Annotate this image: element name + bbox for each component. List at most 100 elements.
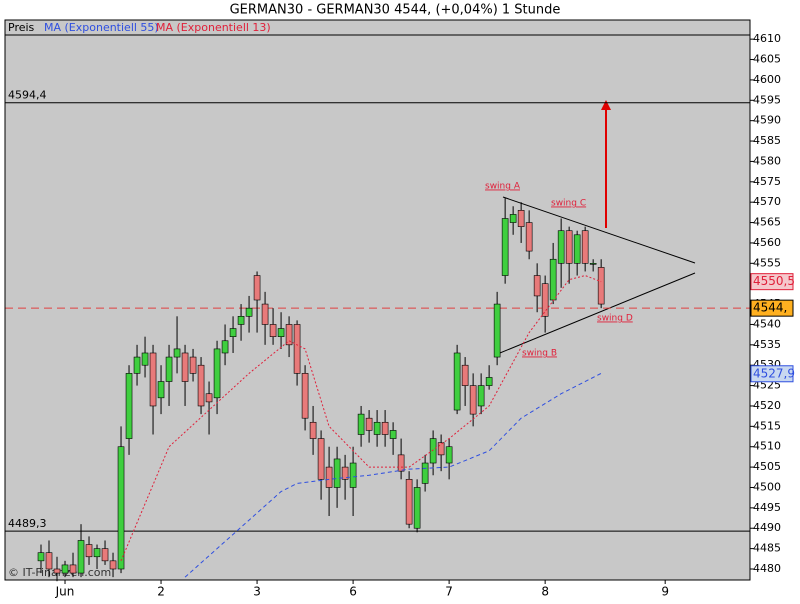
candle-body	[141, 352, 149, 366]
candle-body	[189, 356, 197, 374]
candle-body	[53, 568, 61, 574]
y-tick-label: 4565	[753, 216, 781, 229]
moving-average	[120, 275, 602, 562]
candle-body	[461, 364, 469, 386]
candle-body	[173, 348, 181, 358]
arrow-head	[601, 100, 611, 110]
candle-body	[525, 222, 533, 252]
level-label: 4489,3	[8, 517, 47, 530]
candle-body	[365, 417, 373, 431]
candle-body	[285, 324, 293, 346]
candle-body	[469, 385, 477, 415]
y-tick-label: 4490	[753, 521, 781, 534]
candle-body	[309, 421, 317, 439]
legend-entry: MA (Exponentiell 13)	[156, 21, 271, 34]
y-tick-label: 4585	[753, 134, 781, 147]
candle-body	[237, 316, 245, 325]
candle-body	[157, 381, 165, 399]
candle-body	[109, 560, 117, 570]
candle-body	[213, 348, 221, 399]
candle-body	[181, 352, 189, 382]
candle-body	[501, 218, 509, 276]
y-tick-label: 4580	[753, 154, 781, 167]
candle-body	[229, 328, 237, 337]
price-tag: 4527,9	[753, 366, 795, 380]
x-tick-label: 9	[661, 585, 669, 599]
candle-body	[541, 283, 549, 317]
chart-title: GERMAN30 - GERMAN30 4544, (+0,04%) 1 Stu…	[230, 3, 561, 18]
candle-body	[117, 446, 125, 570]
x-tick-label: 3	[253, 585, 261, 599]
legend-entry: Preis	[8, 21, 35, 34]
candle-body	[85, 544, 93, 558]
y-tick-label: 4595	[753, 93, 781, 106]
y-tick-label: 4510	[753, 440, 781, 453]
triangle-line	[494, 272, 696, 356]
price-tag: 4544,	[753, 301, 787, 315]
candle-body	[333, 458, 341, 488]
candle-body	[341, 466, 349, 480]
y-tick-label: 4590	[753, 114, 781, 127]
candle-body	[485, 377, 493, 386]
candle-body	[509, 214, 517, 223]
candle-body	[165, 356, 173, 382]
y-tick-label: 4560	[753, 236, 781, 249]
annotation: swing C	[551, 199, 586, 209]
price-tag: 4550,5	[753, 274, 795, 288]
candle-body	[557, 230, 565, 264]
candle-body	[493, 303, 501, 358]
candle-body	[293, 324, 301, 374]
price-tag-box	[750, 299, 794, 317]
x-tick-label: 7	[445, 585, 453, 599]
price-tag-box	[750, 365, 794, 383]
candle-body	[69, 564, 77, 574]
x-tick-label: 6	[349, 585, 357, 599]
candle-body	[133, 356, 141, 374]
candle-body	[325, 466, 333, 488]
y-tick-label: 4515	[753, 419, 781, 432]
candle-body	[597, 267, 605, 305]
candle-body	[101, 548, 109, 562]
candle-body	[149, 352, 157, 407]
candle-body	[589, 263, 597, 265]
y-tick-label: 4480	[753, 562, 781, 575]
candle-body	[413, 487, 421, 529]
legend-entry: MA (Exponentiell 55)	[44, 21, 159, 34]
candle-body	[453, 352, 461, 411]
y-tick-label: 4485	[753, 542, 781, 555]
candle-body	[37, 552, 45, 562]
annotation: swing D	[597, 314, 633, 324]
candle-body	[389, 430, 397, 439]
candle-body	[445, 446, 453, 464]
x-tick-label: 8	[541, 585, 549, 599]
y-tick-label: 4505	[753, 460, 781, 473]
y-tick-label: 4500	[753, 480, 781, 493]
candle-body	[205, 393, 213, 403]
candle-body	[245, 307, 253, 317]
candle-body	[549, 258, 557, 301]
x-tick-label: 2	[157, 585, 165, 599]
candle-body	[349, 462, 357, 488]
candle-body	[405, 479, 413, 525]
y-tick-label: 4520	[753, 399, 781, 412]
candle-body	[221, 340, 229, 354]
candle-body	[61, 564, 69, 574]
candle-body	[437, 442, 445, 456]
y-tick-label: 4570	[753, 195, 781, 208]
candle-body	[357, 413, 365, 435]
y-tick-label: 4575	[753, 175, 781, 188]
candle-body	[517, 210, 525, 227]
candle-body	[197, 364, 205, 407]
candle-body	[269, 324, 277, 337]
moving-average	[184, 372, 602, 578]
plot-area	[4, 19, 751, 581]
candle-body	[381, 421, 389, 435]
annotation: swing A	[485, 182, 521, 192]
triangle-line	[502, 196, 696, 264]
price-tag-box	[750, 273, 794, 291]
candle-body	[277, 328, 285, 337]
y-tick-label: 4555	[753, 256, 781, 269]
plot-area	[4, 19, 751, 581]
candle-body	[573, 234, 581, 264]
